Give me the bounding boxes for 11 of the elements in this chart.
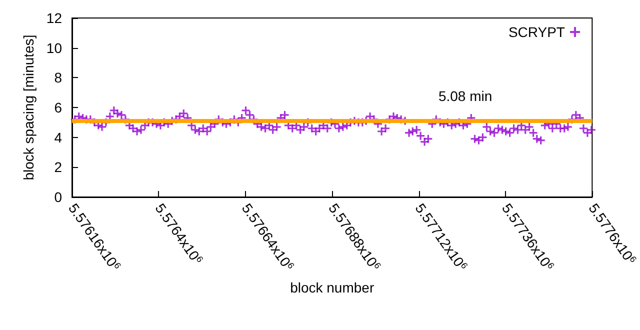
y-tick-label: 6 [54, 100, 62, 116]
legend-label: SCRYPT [508, 24, 566, 40]
ref-line-label: 5.08 min [438, 88, 492, 104]
y-tick-label: 8 [54, 70, 62, 86]
y-tick-label: 0 [54, 189, 62, 205]
y-axis-title: block spacing [minutes] [20, 34, 37, 180]
y-tick-label: 12 [46, 10, 62, 26]
y-tick-label: 2 [54, 159, 62, 176]
x-axis-title: block number [290, 279, 374, 296]
y-tick-label: 10 [46, 40, 62, 56]
y-tick-label: 4 [54, 129, 62, 146]
